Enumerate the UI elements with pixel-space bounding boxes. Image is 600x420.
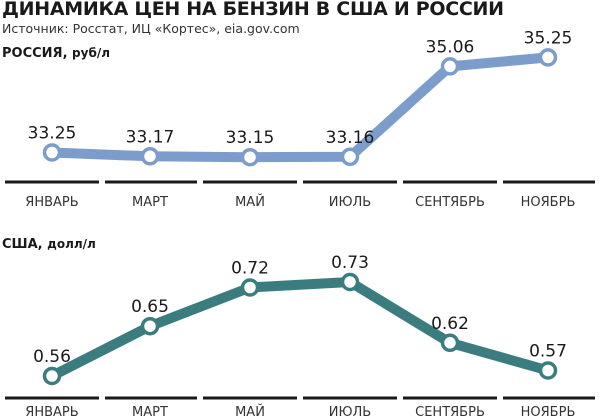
russia-data-label: 33.17 <box>126 127 175 147</box>
russia-data-point <box>42 143 62 162</box>
chart-source: Источник: Росстат, ИЦ «Кортес», eia.gov.… <box>2 21 300 36</box>
russia-tick-label: ИЮЛЬ <box>329 195 371 210</box>
russia-data-point <box>440 57 460 76</box>
chart-title: ДИНАМИКА ЦЕН НА БЕНЗИН В США И РОССИИ <box>2 0 504 20</box>
russia-tick-label: МАРТ <box>132 195 168 210</box>
russia-unit: руб/л <box>72 46 110 60</box>
russia-data-point <box>538 48 558 67</box>
usa-tick-label: СЕНТЯБРЬ <box>415 405 485 420</box>
usa-series-line <box>47 277 553 381</box>
russia-series-line <box>47 52 553 163</box>
russia-tick-label: НОЯБРЬ <box>521 195 576 210</box>
usa-tick-label: ЯНВАРЬ <box>25 405 78 420</box>
russia-data-label: 35.06 <box>426 37 475 57</box>
usa-tick-label: НОЯБРЬ <box>521 405 576 420</box>
russia-tick-label: ЯНВАРЬ <box>25 195 78 210</box>
usa-tick-label: МАЙ <box>235 404 265 420</box>
russia-plot: ЯНВАРЬ МАРТ МАЙ ИЮЛЬ СЕНТЯБРЬ НОЯБРЬ 33.25 33.1… <box>5 28 595 210</box>
russia-data-point <box>340 147 360 167</box>
russia-data-label: 33.16 <box>326 128 375 148</box>
usa-data-label: 0.73 <box>331 253 369 273</box>
usa-data-label: 0.56 <box>33 347 71 367</box>
usa-data-label: 0.65 <box>131 297 169 317</box>
usa-data-point <box>440 333 460 353</box>
russia-tick-label: СЕНТЯБРЬ <box>415 195 485 210</box>
usa-unit: долл/л <box>47 237 96 251</box>
russia-data-label: 33.25 <box>28 124 77 144</box>
russia-title: РОССИЯ <box>2 46 63 61</box>
usa-tick-label: ИЮЛЬ <box>329 405 371 420</box>
usa-title: США <box>2 237 38 252</box>
usa-data-point <box>42 366 62 386</box>
russia-section-label: РОССИЯ, руб/л <box>2 46 110 61</box>
usa-plot: ЯНВАРЬ МАРТ МАЙ ИЮЛЬ СЕНТЯБРЬ НОЯБРЬ 0.56 0.65 0… <box>5 253 595 420</box>
russia-data-point <box>240 147 260 167</box>
usa-data-label: 0.62 <box>431 314 469 334</box>
usa-data-label: 0.57 <box>529 342 567 362</box>
usa-data-point <box>240 278 260 297</box>
usa-data-point <box>538 361 558 380</box>
russia-data-label: 35.25 <box>524 28 573 48</box>
usa-section-label: США, долл/л <box>2 237 96 252</box>
russia-data-label: 33.15 <box>226 128 275 148</box>
usa-tick-label: МАРТ <box>132 405 168 420</box>
russia-tick-label: МАЙ <box>235 194 265 210</box>
usa-data-point <box>140 316 160 336</box>
usa-data-point <box>340 272 360 292</box>
usa-data-label: 0.72 <box>231 259 269 279</box>
russia-data-point <box>140 147 160 166</box>
